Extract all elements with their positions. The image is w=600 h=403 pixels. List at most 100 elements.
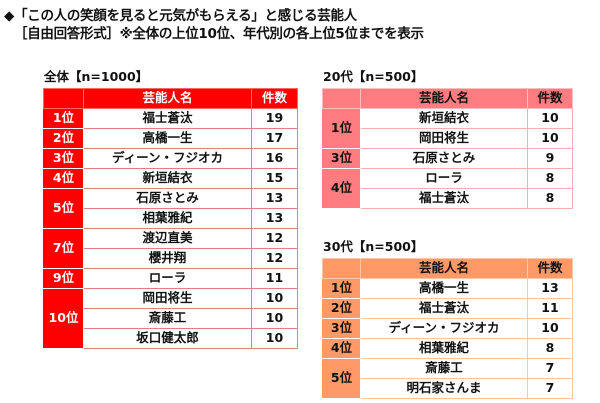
count-cell: 12	[251, 248, 298, 269]
table-row: 4位 ローラ 8	[322, 168, 573, 209]
rank-cell: 3位	[322, 148, 361, 169]
table-row: 明石家さんま 7	[323, 378, 573, 399]
rank-cell: 1位	[322, 278, 361, 299]
name-cell: 新垣結衣	[83, 168, 252, 189]
thirties-caption: 30代【n=500】	[323, 239, 424, 254]
name-cell: 福士蒼汰	[360, 298, 528, 319]
name-cell: ローラ	[360, 168, 528, 189]
twenties-caption: 20代【n=500】	[323, 69, 424, 84]
name-cell: ローラ	[83, 268, 252, 289]
rank-cell: 3位	[43, 148, 84, 169]
table-row: 1位 福士蒼汰 19	[43, 108, 298, 129]
count-cell: 11	[251, 268, 298, 289]
name-cell: 新垣結衣	[360, 108, 528, 129]
table-row: 斎藤工 10	[44, 308, 298, 329]
table-row: 4位 相葉雅紀 8	[322, 338, 573, 359]
name-cell: 坂口健太郎	[83, 328, 252, 349]
table-header-row: 芸能人名 件数	[322, 88, 573, 109]
name-cell: 相葉雅紀	[83, 208, 252, 229]
name-cell: 櫻井翔	[83, 248, 252, 269]
rank-cell: 5位	[43, 188, 84, 229]
table-row: 5位 石原さとみ 13	[43, 188, 298, 229]
rank-cell: 4位	[322, 168, 361, 209]
table-row: 10位 岡田将生 10	[43, 288, 298, 349]
rank-cell: 2位	[322, 298, 361, 319]
rank-header	[43, 88, 84, 109]
table-row: 9位 ローラ 11	[43, 268, 298, 289]
table-header-row: 芸能人名 件数	[43, 88, 298, 109]
name-cell: ディーン・フジオカ	[360, 318, 528, 339]
table-row: 坂口健太郎 10	[44, 328, 298, 349]
count-cell: 13	[527, 278, 573, 299]
rank-cell: 3位	[322, 318, 361, 339]
overall-caption: 全体【n=1000】	[44, 69, 149, 84]
count-cell: 17	[251, 128, 298, 149]
thirties-ranking-table: 芸能人名 件数 1位 高橋一生 13 2位 福士蒼汰 11 3位 ディーン・フジ…	[322, 258, 573, 399]
count-cell: 10	[251, 308, 298, 329]
twenties-ranking-table: 芸能人名 件数 1位 新垣結衣 10 岡田将生 10 3位 石原さとみ 9 4位…	[322, 88, 573, 209]
table-row: 3位 石原さとみ 9	[322, 148, 573, 169]
name-cell: 高橋一生	[360, 278, 528, 299]
count-cell: 10	[251, 288, 298, 309]
count-cell: 7	[527, 378, 573, 399]
page-subtitle: ［自由回答形式］※全体の上位10位、年代別の各上位5位までを表示	[14, 26, 424, 42]
count-header: 件数	[527, 258, 573, 279]
count-cell: 19	[251, 108, 298, 129]
rank-cell: 2位	[43, 128, 84, 149]
overall-ranking-table: 芸能人名 件数 1位 福士蒼汰 19 2位 高橋一生 17 3位 ディーン・フジ…	[43, 88, 298, 349]
count-cell: 10	[251, 328, 298, 349]
name-cell: 岡田将生	[360, 128, 528, 149]
rank-header	[322, 88, 361, 109]
table-row: 3位 ディーン・フジオカ 10	[322, 318, 573, 339]
rank-cell: 4位	[43, 168, 84, 189]
table-row: 5位 斎藤工 7	[322, 358, 573, 399]
count-cell: 13	[251, 188, 298, 209]
count-cell: 15	[251, 168, 298, 189]
count-cell: 11	[527, 298, 573, 319]
table-row: 1位 新垣結衣 10	[322, 108, 573, 149]
table-row: 4位 新垣結衣 15	[43, 168, 298, 189]
rank-cell: 1位	[322, 108, 361, 149]
table-row: 2位 高橋一生 17	[43, 128, 298, 149]
rank-cell: 5位	[322, 358, 361, 399]
count-cell: 12	[251, 228, 298, 249]
name-cell: 斎藤工	[83, 308, 252, 329]
count-header: 件数	[251, 88, 298, 109]
table-header-row: 芸能人名 件数	[322, 258, 573, 279]
name-cell: 相葉雅紀	[360, 338, 528, 359]
table-row: 7位 渡辺直美 12	[43, 228, 298, 269]
table-row: 1位 高橋一生 13	[322, 278, 573, 299]
name-cell: ディーン・フジオカ	[83, 148, 252, 169]
table-row: 2位 福士蒼汰 11	[322, 298, 573, 319]
table-row: 3位 ディーン・フジオカ 16	[43, 148, 298, 169]
name-cell: 渡辺直美	[83, 228, 252, 249]
page-title: ◆「この人の笑顔を見ると元気がもらえる」と感じる芸能人	[4, 8, 357, 24]
count-cell: 7	[527, 358, 573, 379]
rank-header	[322, 258, 361, 279]
count-cell: 10	[527, 128, 573, 149]
name-cell: 岡田将生	[83, 288, 252, 309]
count-cell: 8	[527, 338, 573, 359]
count-cell: 10	[527, 318, 573, 339]
name-cell: 福士蒼汰	[83, 108, 252, 129]
rank-cell: 10位	[43, 288, 84, 349]
rank-cell: 9位	[43, 268, 84, 289]
name-header: 芸能人名	[360, 88, 528, 109]
name-cell: 高橋一生	[83, 128, 252, 149]
count-cell: 8	[527, 168, 573, 189]
count-cell: 13	[251, 208, 298, 229]
name-cell: 福士蒼汰	[360, 188, 528, 209]
table-row: 岡田将生 10	[323, 128, 573, 149]
rank-cell: 7位	[43, 228, 84, 269]
table-row: 福士蒼汰 8	[323, 188, 573, 209]
count-cell: 10	[527, 108, 573, 129]
name-cell: 斎藤工	[360, 358, 528, 379]
name-cell: 石原さとみ	[83, 188, 252, 209]
count-header: 件数	[527, 88, 573, 109]
rank-cell: 4位	[322, 338, 361, 359]
name-cell: 明石家さんま	[360, 378, 528, 399]
count-cell: 8	[527, 188, 573, 209]
count-cell: 16	[251, 148, 298, 169]
name-header: 芸能人名	[83, 88, 252, 109]
rank-cell: 1位	[43, 108, 84, 129]
